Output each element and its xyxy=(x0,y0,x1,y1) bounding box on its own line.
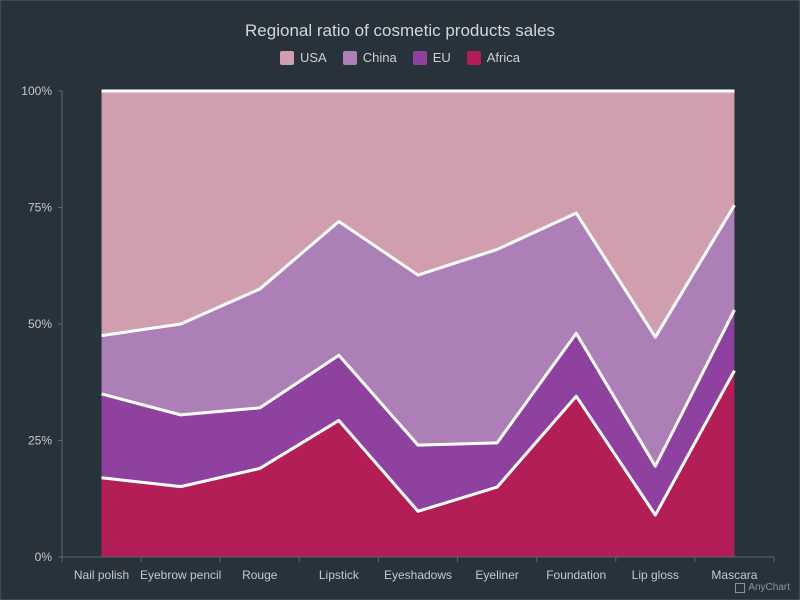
x-tick-label: Mascara xyxy=(711,568,757,582)
legend-label-eu: EU xyxy=(432,50,451,65)
y-tick-label: 0% xyxy=(35,550,53,564)
series-line-africa xyxy=(101,369,736,517)
legend-item-usa[interactable]: USA xyxy=(280,50,327,65)
area-eu xyxy=(101,310,735,516)
x-tick-label: Nail polish xyxy=(74,568,129,582)
legend-swatch-china xyxy=(342,50,357,65)
x-tick-label: Eyeshadows xyxy=(384,568,452,582)
x-tick-label: Eyebrow pencil xyxy=(140,568,221,582)
legend-label-africa: Africa xyxy=(486,50,520,65)
chart-legend: USA China EU Africa xyxy=(1,50,799,65)
x-tick-label: Eyeliner xyxy=(475,568,518,582)
anychart-logo-icon xyxy=(735,582,746,593)
legend-label-china: China xyxy=(362,50,397,65)
y-tick-label: 50% xyxy=(28,317,52,331)
legend-swatch-usa xyxy=(280,50,294,65)
y-tick-label: 75% xyxy=(28,201,52,215)
area-usa xyxy=(101,91,735,338)
x-tick-label: Rouge xyxy=(242,568,278,582)
anychart-credit[interactable]: AnyChart xyxy=(735,582,790,593)
x-tick-label: Foundation xyxy=(546,568,606,582)
legend-swatch-eu xyxy=(412,50,427,65)
y-tick-label: 25% xyxy=(28,434,52,448)
legend-label-usa: USA xyxy=(300,50,327,65)
chart-title: Regional ratio of cosmetic products sale… xyxy=(245,21,555,40)
legend-item-china[interactable]: China xyxy=(342,50,397,65)
legend-swatch-africa xyxy=(466,50,481,65)
area-china xyxy=(101,205,735,467)
y-tick-label: 100% xyxy=(21,84,52,98)
legend-item-africa[interactable]: Africa xyxy=(466,50,520,65)
legend-item-eu[interactable]: EU xyxy=(412,50,451,65)
x-tick-label: Lipstick xyxy=(319,568,360,582)
credit-label: AnyChart xyxy=(748,582,790,593)
series-line-china xyxy=(101,204,736,339)
x-tick-label: Lip gloss xyxy=(632,568,679,582)
series-line-eu xyxy=(101,309,736,468)
area-africa xyxy=(101,370,735,557)
